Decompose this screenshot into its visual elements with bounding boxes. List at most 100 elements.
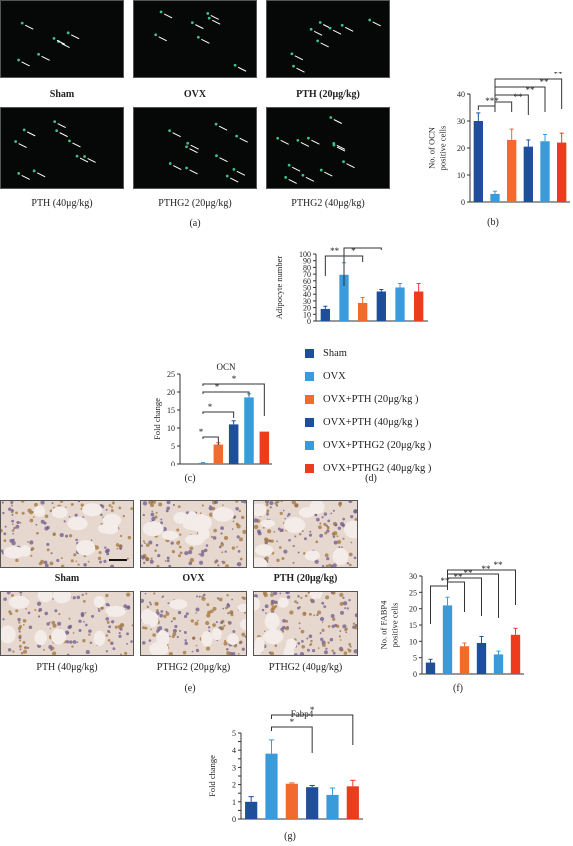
cell-dot — [294, 535, 297, 538]
cell-dot — [36, 601, 42, 606]
cell-dot — [342, 601, 348, 606]
significance-bracket — [202, 436, 219, 445]
cell-dot — [94, 545, 99, 550]
cell-dot — [130, 507, 133, 511]
cell-dot — [110, 509, 114, 513]
cell-dot — [20, 21, 24, 25]
cell-dot — [74, 513, 78, 517]
arrow-icon — [218, 125, 228, 131]
cell-dot — [112, 647, 116, 651]
y-tick-label: 10 — [167, 424, 175, 433]
cell-dot — [317, 610, 322, 615]
adipocyte-vacuole — [169, 599, 188, 610]
cell-dot — [186, 141, 190, 145]
cell-dot — [176, 635, 179, 639]
legend-label: OVX+PTHG2 (20μg/kg ) — [323, 440, 432, 451]
cell-dot — [75, 538, 78, 542]
cell-dot — [9, 612, 13, 616]
adipocyte-vacuole — [173, 511, 188, 524]
cell-dot — [214, 560, 218, 564]
cell-dot — [15, 609, 19, 613]
cell-dot — [348, 501, 353, 504]
cell-dot — [321, 516, 324, 519]
cell-dot — [185, 612, 189, 616]
panel-label-e: (e) — [184, 683, 196, 694]
cell-dot — [84, 611, 87, 614]
cell-dot — [1, 528, 3, 533]
cell-dot — [11, 513, 14, 516]
arrow-icon — [291, 166, 301, 172]
cell-dot — [226, 603, 231, 608]
arrow-icon — [320, 42, 329, 48]
cell-dot — [292, 561, 295, 564]
arrow-icon — [61, 43, 70, 48]
cell-dot — [344, 607, 347, 610]
cell-dot — [326, 525, 330, 529]
cell-dot — [30, 546, 35, 551]
cell-dot — [105, 634, 109, 637]
cell-dot — [70, 559, 74, 563]
bar-5 — [540, 141, 550, 202]
cell-dot — [296, 139, 300, 142]
cell-dot — [297, 641, 301, 645]
cell-dot — [235, 134, 239, 138]
cell-dot — [65, 534, 69, 538]
cell-dot — [53, 120, 57, 123]
bar-2 — [442, 605, 453, 674]
significance-marker: * — [232, 374, 237, 384]
cell-dot — [336, 624, 340, 628]
arrow-icon — [79, 157, 89, 163]
cell-dot — [176, 528, 180, 532]
cell-dot — [301, 530, 304, 532]
y-tick-label: 5 — [171, 442, 175, 451]
cell-dot — [240, 515, 245, 520]
cell-dot — [320, 637, 324, 641]
cell-dot — [331, 532, 336, 536]
cell-dot — [349, 645, 352, 648]
cell-dot — [148, 501, 153, 505]
cell-dot — [332, 651, 336, 655]
cell-dot — [270, 592, 273, 593]
bar-3 — [358, 302, 368, 321]
cell-dot — [149, 603, 152, 606]
cell-dot — [232, 520, 235, 523]
adipocyte-vacuole — [298, 507, 315, 518]
cell-dot — [321, 628, 325, 632]
cell-dot — [69, 640, 73, 644]
cell-dot — [16, 520, 20, 524]
legend-swatch-ovx — [305, 372, 314, 381]
cell-dot — [190, 619, 194, 623]
cell-dot — [342, 160, 345, 164]
cell-dot — [203, 593, 206, 597]
cell-dot — [104, 546, 107, 549]
cell-dot — [275, 601, 278, 604]
cell-dot — [110, 620, 115, 624]
cell-dot — [172, 628, 177, 633]
cell-dot — [324, 553, 329, 558]
adipocyte-vacuole — [156, 630, 170, 647]
cell-dot — [223, 641, 228, 646]
arrow-icon — [336, 146, 346, 152]
cell-dot — [111, 506, 113, 509]
significance-marker: * — [310, 705, 315, 715]
cell-dot — [163, 614, 167, 619]
cell-dot — [287, 163, 291, 167]
cell-dot — [350, 514, 354, 519]
cell-dot — [18, 644, 22, 648]
cell-dot — [306, 637, 309, 640]
cell-dot — [205, 544, 209, 547]
cell-dot — [117, 624, 122, 629]
cell-dot — [154, 601, 159, 606]
cell-dot — [205, 646, 211, 651]
cell-dot — [72, 640, 77, 644]
cell-dot — [39, 559, 45, 565]
y-tick-label: 4 — [232, 746, 236, 755]
tissue-texture — [254, 501, 357, 567]
cell-dot — [269, 540, 272, 542]
adipocyte-vacuole — [51, 628, 67, 645]
caption-e-pthg2-20: PTHG2 (20μg/kg) — [156, 662, 231, 673]
cell-dot — [265, 612, 267, 614]
micrograph-e-pth40 — [0, 591, 134, 656]
cell-dot — [195, 607, 200, 612]
significance-bracket — [202, 391, 250, 396]
